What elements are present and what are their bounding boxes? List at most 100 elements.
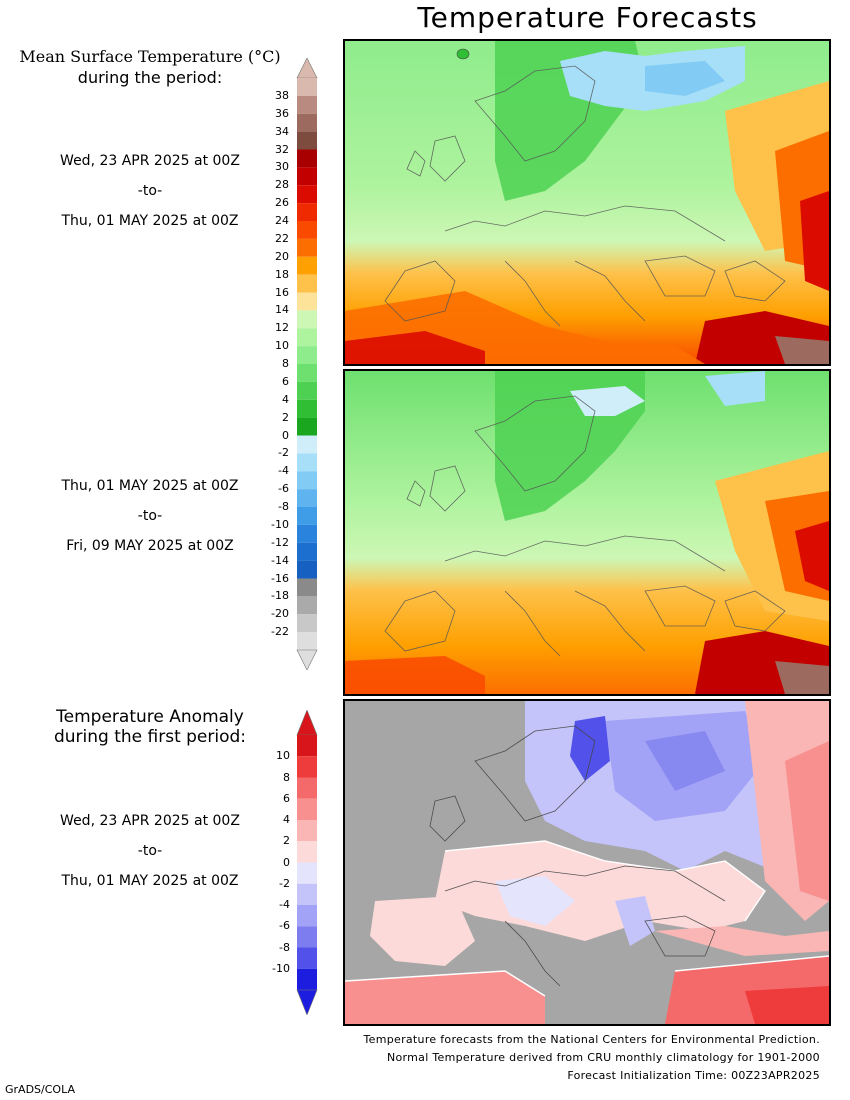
period1-end: Thu, 01 MAY 2025 at 00Z	[61, 213, 239, 229]
colorbar-tick-label: -8	[279, 940, 290, 954]
footer-line-1: Temperature forecasts from the National …	[363, 1033, 820, 1046]
colorbar-bin	[297, 185, 317, 204]
footer-line-3: Forecast Initialization Time: 00Z23APR20…	[567, 1069, 820, 1082]
colorbar-tick-label: 14	[275, 303, 289, 317]
colorbar-tick-label: -14	[271, 553, 289, 567]
period2-start: Thu, 01 MAY 2025 at 00Z	[61, 478, 239, 494]
colorbar-bin	[297, 310, 317, 329]
colorbar-bin	[297, 968, 317, 990]
colorbar-tick-label: 34	[275, 124, 289, 138]
colorbar-bin	[297, 221, 317, 239]
colorbar-tick-label: -20	[271, 607, 289, 621]
colorbar-tick-label: -10	[271, 517, 289, 531]
colorbar-tick-label: -6	[279, 919, 290, 933]
period1-separator: -to-	[137, 183, 163, 199]
colorbar-tick-label: 4	[282, 392, 289, 406]
colorbar-bin	[297, 274, 317, 293]
colorbar-bin	[297, 328, 317, 347]
colorbar-bin	[297, 167, 317, 186]
period2-end: Fri, 09 MAY 2025 at 00Z	[66, 538, 234, 554]
colorbar-bin	[297, 560, 317, 579]
colorbar-bin	[297, 203, 317, 221]
map-panel-period1	[343, 39, 831, 366]
colorbar-bin	[297, 947, 317, 969]
colorbar-bin	[297, 131, 317, 150]
colorbar-tick-label: 8	[283, 770, 290, 784]
colorbar-tick-label: 2	[282, 410, 289, 424]
colorbar-tick-label: 36	[275, 106, 289, 120]
map-panel-period2	[343, 369, 831, 696]
colorbar-bin	[297, 292, 317, 311]
colorbar-top-arrow	[296, 709, 318, 736]
colorbar-tick-label: -2	[279, 876, 290, 890]
colorbar-top-arrow	[296, 57, 318, 79]
map-panel-anomaly	[343, 699, 831, 1026]
colorbar-tick-label: -10	[272, 961, 290, 975]
period3-separator: -to-	[137, 843, 163, 859]
colorbar-bin	[297, 381, 317, 400]
colorbar-tick-label: 24	[275, 214, 289, 227]
colorbar-bin	[297, 777, 317, 799]
colorbar-bin	[297, 238, 317, 257]
colorbar-bin	[297, 841, 317, 863]
colorbar-bin	[297, 578, 317, 597]
colorbar-bin	[297, 95, 317, 114]
colorbar-tick-label: -8	[278, 500, 289, 513]
colorbar-bin	[297, 149, 317, 168]
period1-start: Wed, 23 APR 2025 at 00Z	[60, 153, 240, 169]
temperature-colorbar	[290, 57, 350, 671]
temperature-map-period2	[345, 371, 829, 694]
colorbar-tick-label: 0	[282, 428, 289, 442]
colorbar-bin	[297, 596, 317, 615]
colorbar-bin	[297, 735, 317, 757]
page-title: Temperature Forecasts	[417, 1, 758, 34]
colorbar-bin	[297, 489, 317, 507]
colorbar-bin	[297, 507, 317, 525]
colorbar-bin	[297, 78, 317, 96]
colorbar-bin	[297, 399, 317, 418]
period3-end: Thu, 01 MAY 2025 at 00Z	[61, 873, 239, 889]
colorbar-tick-label: -16	[271, 571, 289, 585]
colorbar-bin	[297, 756, 317, 778]
colorbar-tick-label: 38	[275, 88, 289, 102]
colorbar-bin	[297, 632, 317, 650]
colorbar-tick-label: 4	[283, 813, 290, 826]
colorbar-tick-label: 18	[275, 267, 289, 281]
colorbar-tick-label: 6	[283, 791, 290, 805]
colorbar-tick-label: 22	[275, 231, 289, 245]
colorbar-bin	[297, 524, 317, 543]
anomaly-heading-line1: Temperature Anomaly	[56, 707, 244, 727]
colorbar-bin	[297, 113, 317, 132]
colorbar-bin	[297, 346, 317, 364]
colorbar-tick-label: 10	[275, 339, 289, 353]
credit-label: GrADS/COLA	[5, 1083, 75, 1096]
colorbar-bin	[297, 453, 317, 472]
period3-start: Wed, 23 APR 2025 at 00Z	[60, 813, 240, 829]
colorbar-bin	[297, 883, 317, 905]
colorbar-tick-label: 8	[282, 357, 289, 370]
colorbar-tick-label: 20	[275, 249, 289, 263]
colorbar-bin	[297, 417, 317, 436]
colorbar-bin	[297, 471, 317, 490]
colorbar-tick-label: 30	[275, 160, 289, 174]
anomaly-colorbar	[290, 709, 350, 1016]
colorbar-bin	[297, 905, 317, 927]
temperature-anomaly-map	[345, 701, 829, 1024]
anomaly-heading-line2: during the first period:	[53, 727, 247, 747]
colorbar-tick-label: 32	[275, 142, 289, 156]
colorbar-bottom-arrow	[296, 989, 318, 1016]
colorbar-tick-label: 10	[276, 749, 290, 763]
colorbar-bin	[297, 820, 317, 842]
colorbar-tick-label: -4	[279, 898, 290, 911]
colorbar-tick-label: 12	[275, 321, 289, 335]
colorbar-bottom-arrow	[296, 649, 318, 671]
colorbar-bin	[297, 798, 317, 820]
colorbar-tick-label: 2	[283, 834, 290, 848]
colorbar-tick-label: 6	[282, 374, 289, 388]
colorbar-tick-label: -22	[271, 625, 289, 639]
colorbar-tick-label: 28	[275, 178, 289, 192]
colorbar-tick-label: 26	[275, 196, 289, 210]
colorbar-bin	[297, 435, 317, 454]
colorbar-bin	[297, 614, 317, 633]
colorbar-bin	[297, 364, 317, 382]
